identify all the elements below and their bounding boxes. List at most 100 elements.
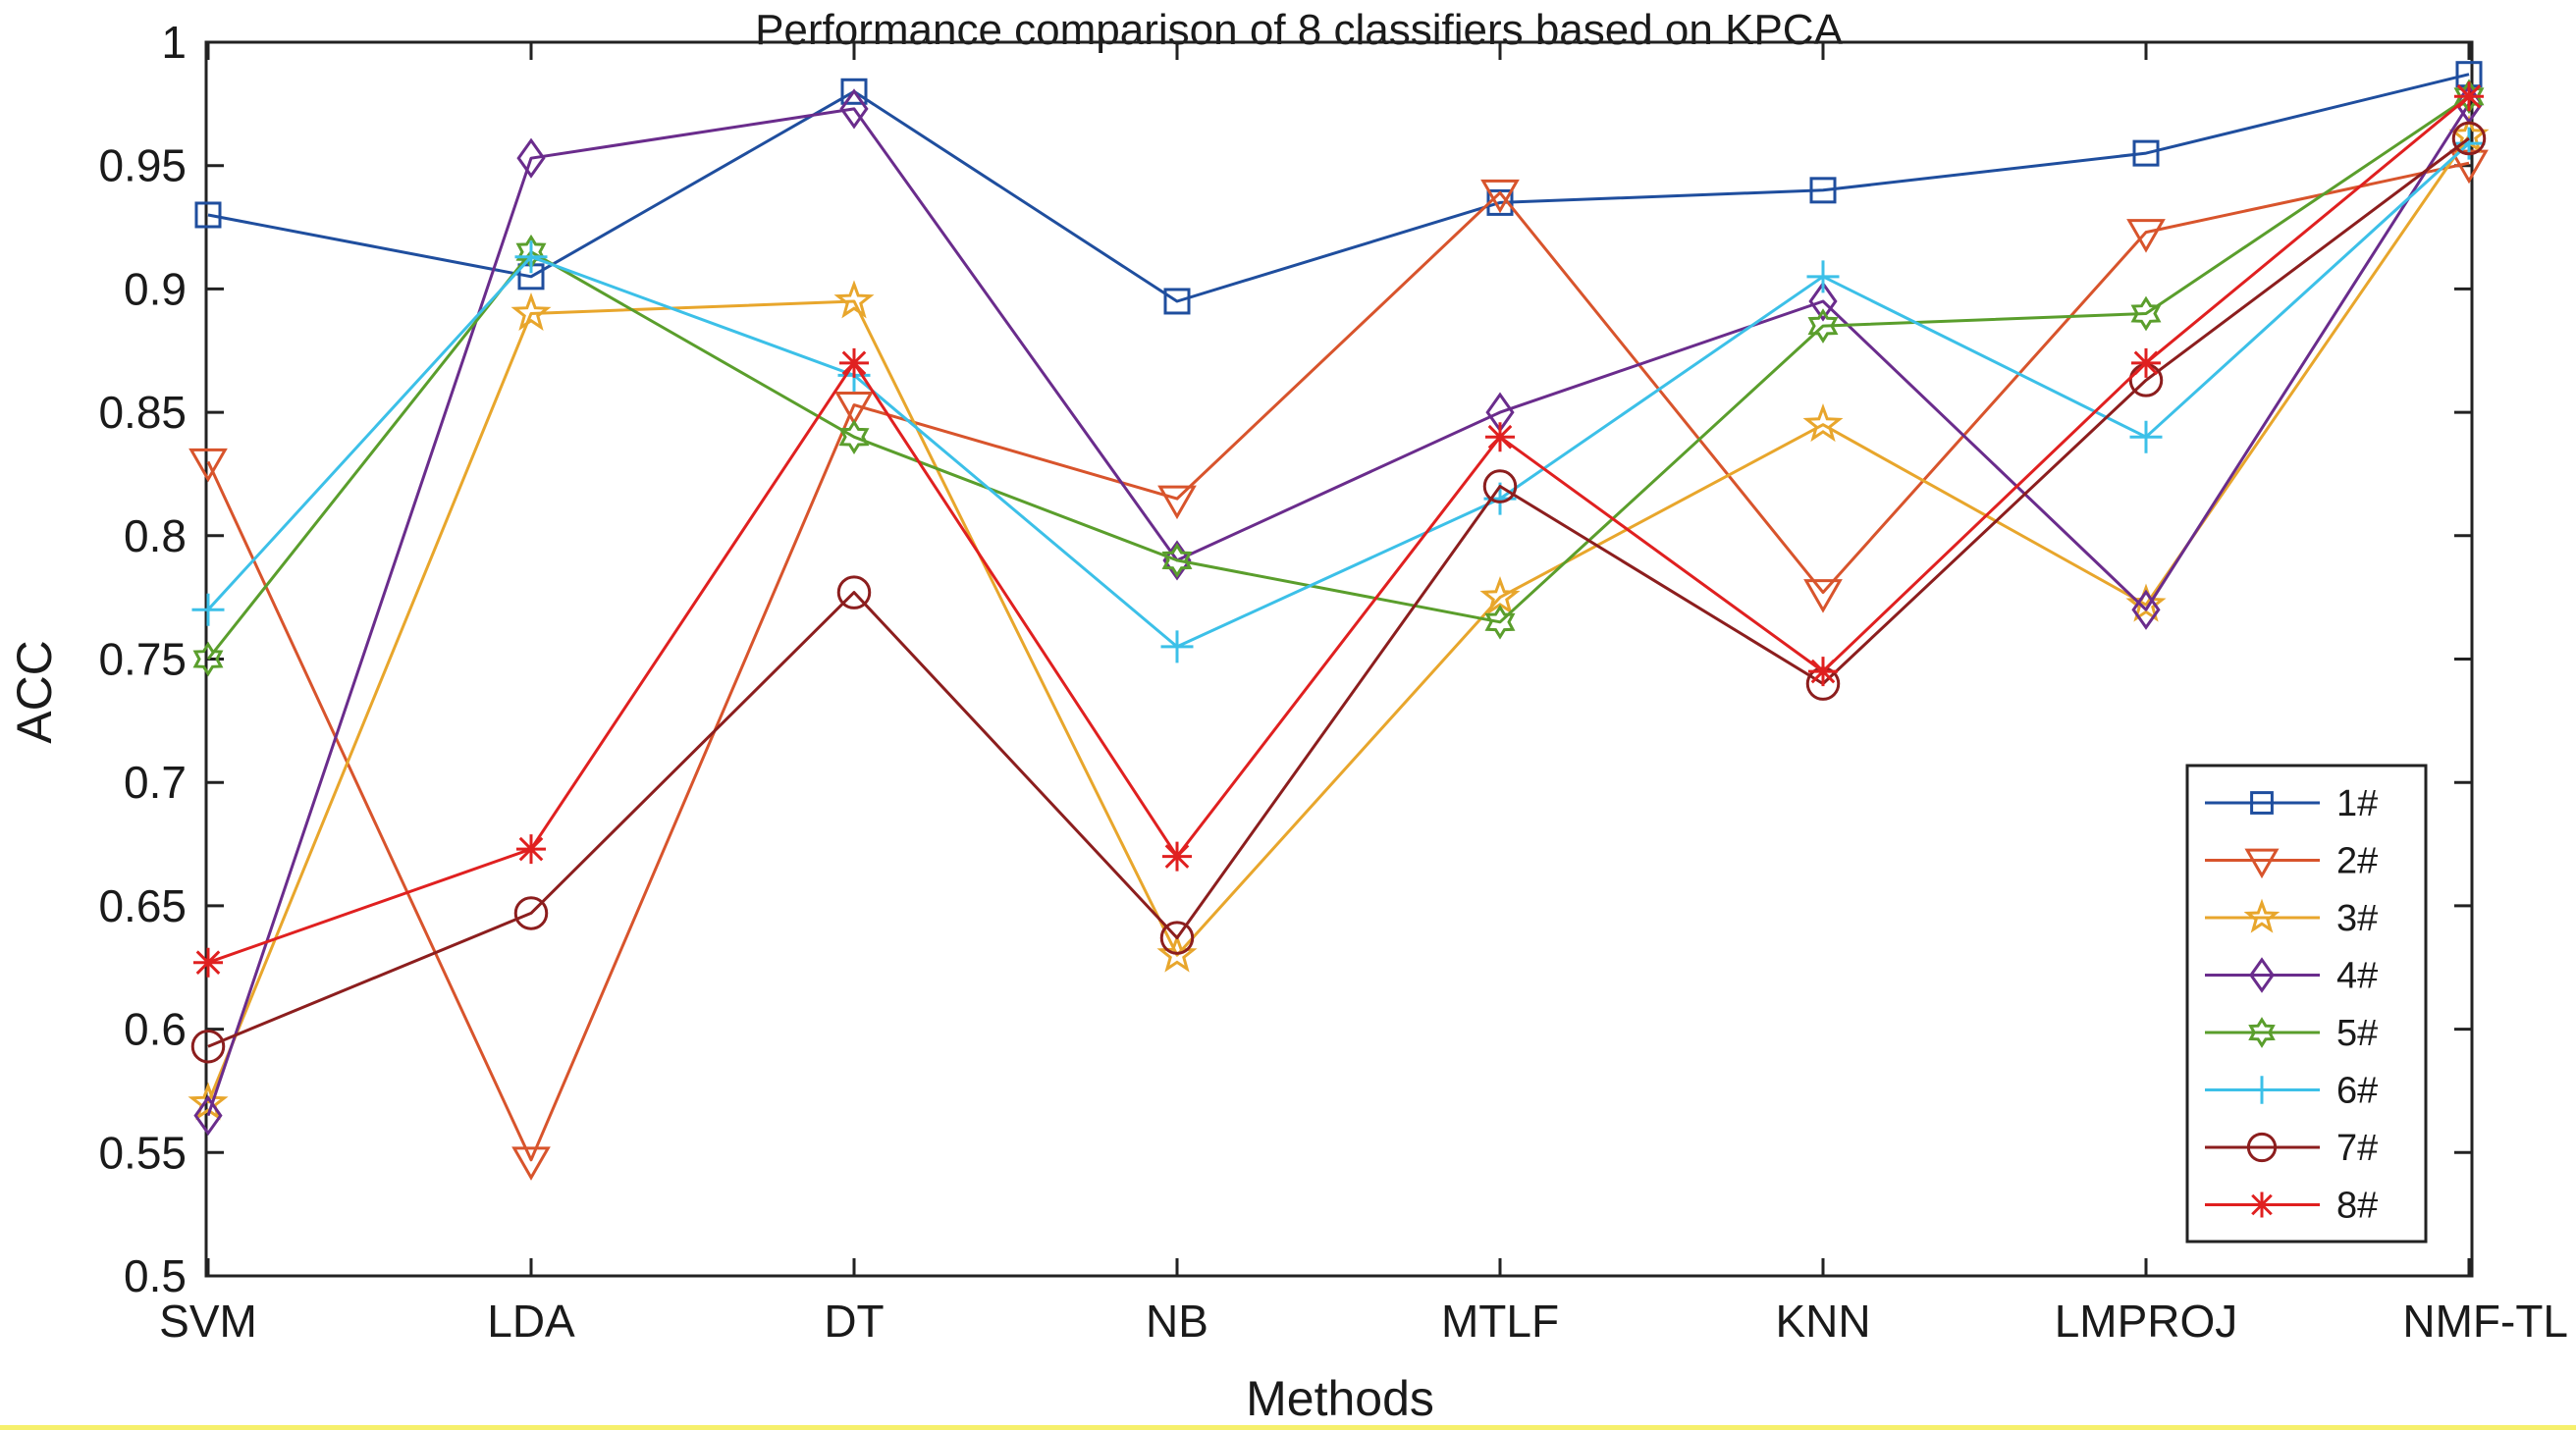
legend-item-6[interactable]: 6#	[2205, 1071, 2378, 1112]
data-point-hexagram	[192, 641, 224, 677]
data-point-triangle-down	[1803, 579, 1843, 613]
x-tick-label: DT	[824, 1296, 884, 1347]
data-point-diamond	[1162, 540, 1192, 581]
legend-item-7[interactable]: 7#	[2205, 1128, 2378, 1169]
series-6	[191, 127, 2486, 663]
data-point-asterisk	[2131, 347, 2161, 378]
data-point-hexagram	[1807, 308, 1839, 344]
legend-label: 2#	[2336, 841, 2378, 882]
data-point-circle	[2451, 121, 2487, 156]
data-point-circle	[513, 896, 549, 930]
data-point-square	[2250, 791, 2274, 815]
legend-label: 8#	[2336, 1186, 2378, 1227]
data-point-star	[1156, 933, 1198, 973]
data-point-circle	[1159, 921, 1195, 955]
y-tick-label: 0.9	[124, 263, 187, 314]
data-point-asterisk	[516, 834, 546, 865]
legend-label: 7#	[2336, 1128, 2378, 1169]
data-point-triangle-down	[2126, 219, 2166, 253]
x-tick-label: MTLF	[1441, 1296, 1559, 1347]
data-point-plus	[514, 240, 548, 274]
data-point-hexagram	[1161, 543, 1193, 578]
data-point-diamond	[839, 88, 869, 130]
data-point-asterisk	[1162, 841, 1192, 872]
data-point-triangle-down	[834, 392, 874, 426]
data-point-plus	[191, 593, 225, 626]
legend-label: 4#	[2336, 956, 2378, 997]
series-line	[206, 141, 2471, 649]
data-point-triangle-down	[2244, 848, 2280, 879]
data-point-triangle-down	[188, 448, 228, 483]
data-point-plus	[2247, 1076, 2277, 1104]
x-axis: SVM LDA DT NB MTLF KNN LMPROJ NMF-TL	[159, 42, 2568, 1347]
y-tick-label: 0.5	[124, 1250, 187, 1301]
legend-box	[2185, 764, 2428, 1244]
data-point-diamond	[2131, 589, 2161, 630]
data-point-hexagram	[1484, 604, 1516, 640]
data-point-triangle-down	[1480, 179, 1520, 214]
x-tick-label: LDA	[487, 1296, 575, 1347]
series-line	[207, 95, 2470, 965]
y-tick-label: 0.7	[124, 757, 187, 808]
legend-item-8[interactable]: 8#	[2205, 1186, 2378, 1227]
legend[interactable]: 1# 2# 3# 4# 5# 6# 7# 8#	[2185, 764, 2428, 1244]
series-line	[206, 95, 2470, 661]
chart-title: Performance comparison of 8 classifiers …	[755, 6, 1843, 54]
data-point-star	[2243, 898, 2281, 933]
data-point-square	[194, 201, 222, 229]
series-line	[206, 161, 2470, 1162]
series-1	[194, 61, 2483, 315]
legend-label: 1#	[2336, 783, 2378, 824]
series-5	[192, 79, 2485, 677]
data-point-hexagram	[838, 419, 870, 455]
x-tick-label: SVM	[159, 1296, 257, 1347]
y-tick-label: 0.95	[98, 140, 187, 191]
legend-label: 3#	[2336, 898, 2378, 939]
data-point-diamond	[516, 137, 546, 179]
y-tick-label: 0.6	[124, 1004, 187, 1055]
data-point-plus	[1160, 630, 1194, 663]
bottom-border	[0, 1425, 2576, 1430]
data-point-square	[1809, 177, 1837, 204]
data-point-circle	[2246, 1132, 2278, 1163]
data-point-plus	[2129, 420, 2163, 453]
series-8	[193, 81, 2484, 978]
data-point-circle	[1482, 469, 1518, 503]
data-point-square	[2132, 139, 2160, 167]
data-point-asterisk	[1485, 422, 1515, 452]
x-tick-label: LMPROJ	[2055, 1296, 2238, 1347]
data-point-circle	[836, 575, 872, 609]
y-tick-label: 0.75	[98, 634, 187, 685]
x-axis-label: Methods	[1246, 1371, 1434, 1426]
x-tick-label: KNN	[1775, 1296, 1870, 1347]
data-point-star	[1802, 403, 1844, 443]
legend-label: 6#	[2336, 1071, 2378, 1112]
y-tick-label: 0.85	[98, 387, 187, 438]
series-2	[188, 149, 2489, 1181]
series-7	[190, 121, 2487, 1064]
y-tick-label: 0.65	[98, 880, 187, 931]
data-point-asterisk	[2249, 1192, 2275, 1218]
legend-item-3[interactable]: 3#	[2205, 898, 2378, 939]
legend-item-5[interactable]: 5#	[2205, 1013, 2378, 1054]
y-tick-label: 0.8	[124, 510, 187, 561]
series-line	[207, 136, 2470, 1048]
x-tick-label: NB	[1146, 1296, 1208, 1347]
data-point-triangle-down	[511, 1146, 551, 1181]
x-tick-label: NMF-TL	[2402, 1296, 2568, 1347]
data-point-circle	[190, 1029, 226, 1064]
legend-item-2[interactable]: 2#	[2205, 841, 2378, 882]
data-point-triangle-down	[1157, 485, 1197, 520]
y-axis-label: ACC	[7, 640, 62, 744]
data-point-star	[188, 1082, 229, 1121]
data-point-asterisk	[1808, 657, 1838, 687]
data-point-diamond	[193, 1094, 223, 1137]
data-point-hexagram	[2130, 295, 2162, 332]
legend-item-4[interactable]: 4#	[2205, 956, 2378, 997]
data-point-star	[1479, 576, 1521, 615]
series-line	[206, 134, 2471, 1104]
legend-item-1[interactable]: 1#	[2205, 783, 2378, 824]
legend-label: 5#	[2336, 1013, 2378, 1054]
series-layer	[188, 61, 2490, 1181]
